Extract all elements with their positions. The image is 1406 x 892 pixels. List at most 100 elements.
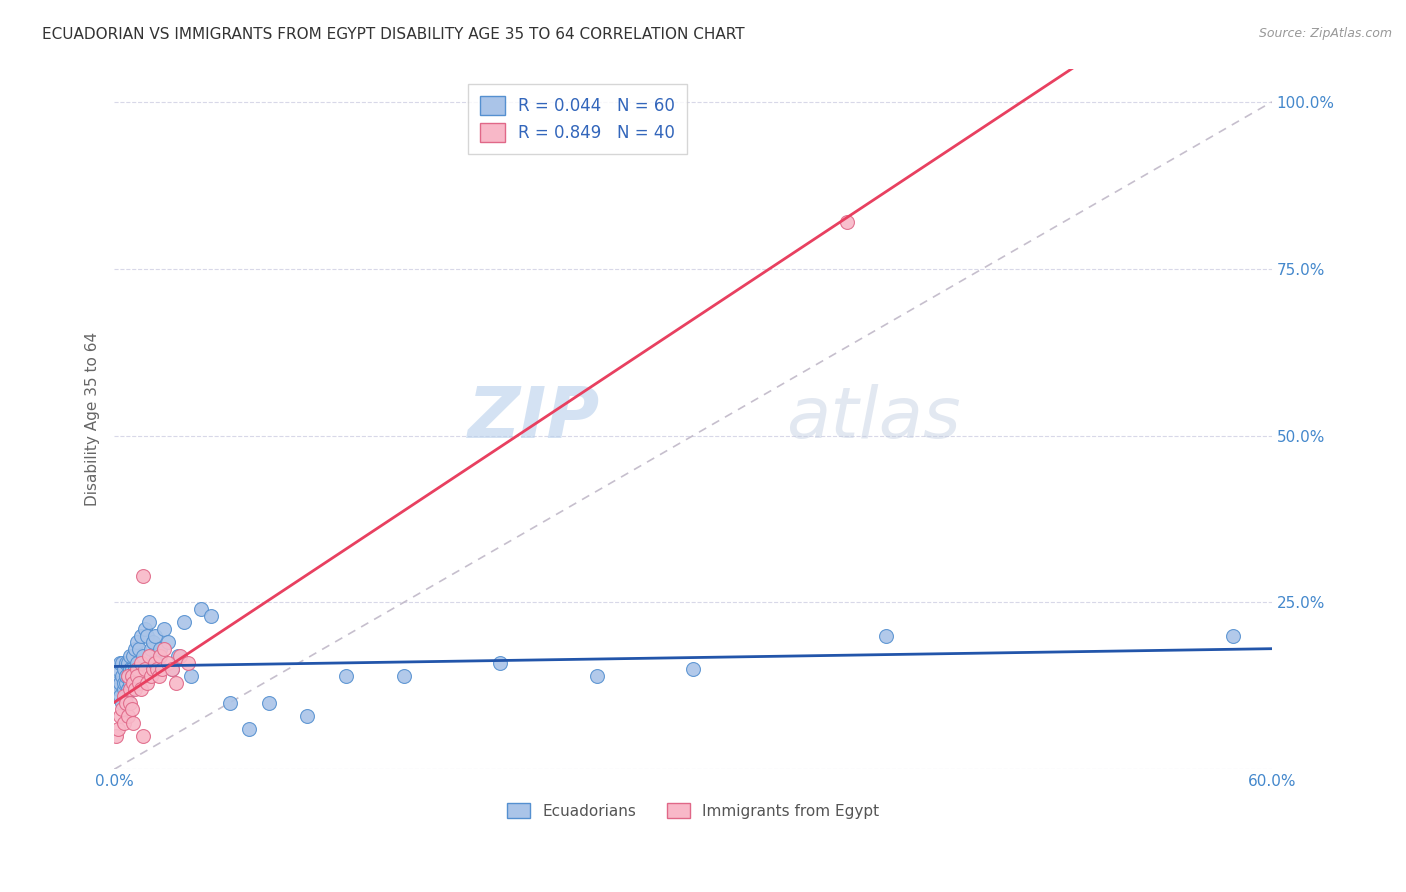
Point	[121, 682, 143, 697]
Point	[295, 709, 318, 723]
Point	[122, 669, 145, 683]
Point	[160, 662, 183, 676]
Point	[124, 682, 146, 697]
Point	[118, 662, 141, 676]
Point	[142, 662, 165, 676]
Point	[165, 675, 187, 690]
Point	[121, 662, 143, 676]
Point	[180, 669, 202, 683]
Point	[134, 622, 156, 636]
Point	[108, 675, 131, 690]
Point	[153, 642, 176, 657]
Point	[145, 656, 167, 670]
Point	[108, 656, 131, 670]
Point	[112, 715, 135, 730]
Point	[114, 675, 136, 690]
Point	[257, 696, 280, 710]
Point	[138, 648, 160, 663]
Point	[160, 662, 183, 676]
Point	[134, 662, 156, 676]
Point	[117, 682, 139, 697]
Point	[129, 656, 152, 670]
Point	[1222, 629, 1244, 643]
Point	[122, 648, 145, 663]
Point	[153, 622, 176, 636]
Text: atlas: atlas	[786, 384, 960, 453]
Point	[112, 675, 135, 690]
Point	[124, 642, 146, 657]
Point	[142, 635, 165, 649]
Point	[127, 635, 149, 649]
Point	[114, 689, 136, 703]
Text: ECUADORIAN VS IMMIGRANTS FROM EGYPT DISABILITY AGE 35 TO 64 CORRELATION CHART: ECUADORIAN VS IMMIGRANTS FROM EGYPT DISA…	[42, 27, 745, 42]
Point	[112, 662, 135, 676]
Point	[114, 669, 136, 683]
Point	[111, 702, 134, 716]
Point	[132, 648, 155, 663]
Point	[190, 602, 212, 616]
Point	[129, 629, 152, 643]
Point	[112, 682, 135, 697]
Point	[149, 648, 172, 663]
Point	[145, 662, 167, 676]
Point	[136, 629, 159, 643]
Point	[152, 662, 174, 676]
Point	[111, 656, 134, 670]
Point	[107, 723, 129, 737]
Y-axis label: Disability Age 35 to 64: Disability Age 35 to 64	[86, 332, 100, 506]
Point	[392, 669, 415, 683]
Point	[107, 682, 129, 697]
Point	[173, 615, 195, 630]
Point	[117, 709, 139, 723]
Point	[111, 669, 134, 683]
Point	[127, 662, 149, 676]
Point	[136, 675, 159, 690]
Point	[108, 689, 131, 703]
Point	[107, 662, 129, 676]
Point	[111, 696, 134, 710]
Point	[105, 729, 128, 743]
Text: Source: ZipAtlas.com: Source: ZipAtlas.com	[1258, 27, 1392, 40]
Point	[143, 629, 166, 643]
Point	[117, 669, 139, 683]
Legend: Ecuadorians, Immigrants from Egypt: Ecuadorians, Immigrants from Egypt	[501, 797, 884, 825]
Point	[108, 709, 131, 723]
Point	[124, 662, 146, 676]
Point	[114, 656, 136, 670]
Text: ZIP: ZIP	[468, 384, 600, 453]
Point	[112, 689, 135, 703]
Point	[238, 723, 260, 737]
Point	[122, 675, 145, 690]
Point	[122, 715, 145, 730]
Point	[682, 662, 704, 676]
Point	[121, 669, 143, 683]
Point	[118, 675, 141, 690]
Point	[875, 629, 897, 643]
Point	[132, 568, 155, 582]
Point	[335, 669, 357, 683]
Point	[129, 682, 152, 697]
Point	[132, 729, 155, 743]
Point	[139, 642, 162, 657]
Point	[117, 656, 139, 670]
Point	[157, 656, 180, 670]
Point	[114, 696, 136, 710]
Point	[118, 682, 141, 697]
Point	[149, 642, 172, 657]
Point	[105, 675, 128, 690]
Point	[176, 656, 198, 670]
Point	[585, 669, 607, 683]
Point	[219, 696, 242, 710]
Point	[148, 669, 170, 683]
Point	[169, 648, 191, 663]
Point	[127, 669, 149, 683]
Point	[138, 615, 160, 630]
Point	[127, 656, 149, 670]
Point	[118, 648, 141, 663]
Point	[139, 669, 162, 683]
Point	[837, 215, 859, 229]
Point	[489, 656, 512, 670]
Point	[117, 669, 139, 683]
Point	[128, 675, 150, 690]
Point	[157, 635, 180, 649]
